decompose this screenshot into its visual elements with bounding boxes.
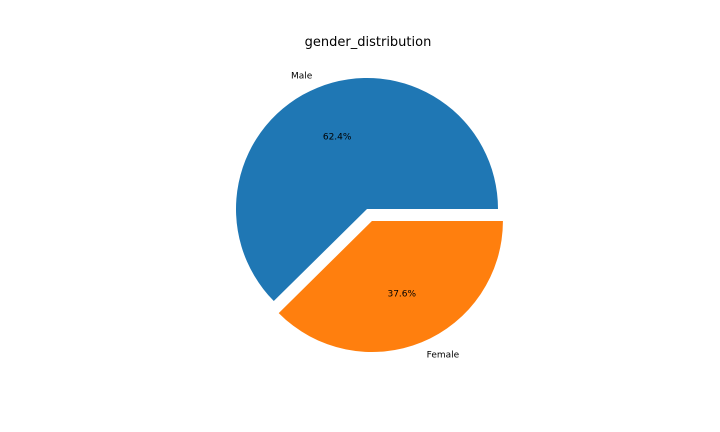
slice-label-female: Female xyxy=(427,350,460,360)
chart-title: gender_distribution xyxy=(305,35,432,50)
slice-percent-female: 37.6% xyxy=(387,290,416,300)
pie-slice-female xyxy=(278,221,503,353)
pie-slice-male xyxy=(235,78,498,302)
slice-percent-male: 62.4% xyxy=(323,132,352,142)
slices-layer xyxy=(235,78,503,353)
slice-label-male: Male xyxy=(291,72,313,82)
labels-layer: Male 62.4% Female 37.6% xyxy=(291,72,460,361)
